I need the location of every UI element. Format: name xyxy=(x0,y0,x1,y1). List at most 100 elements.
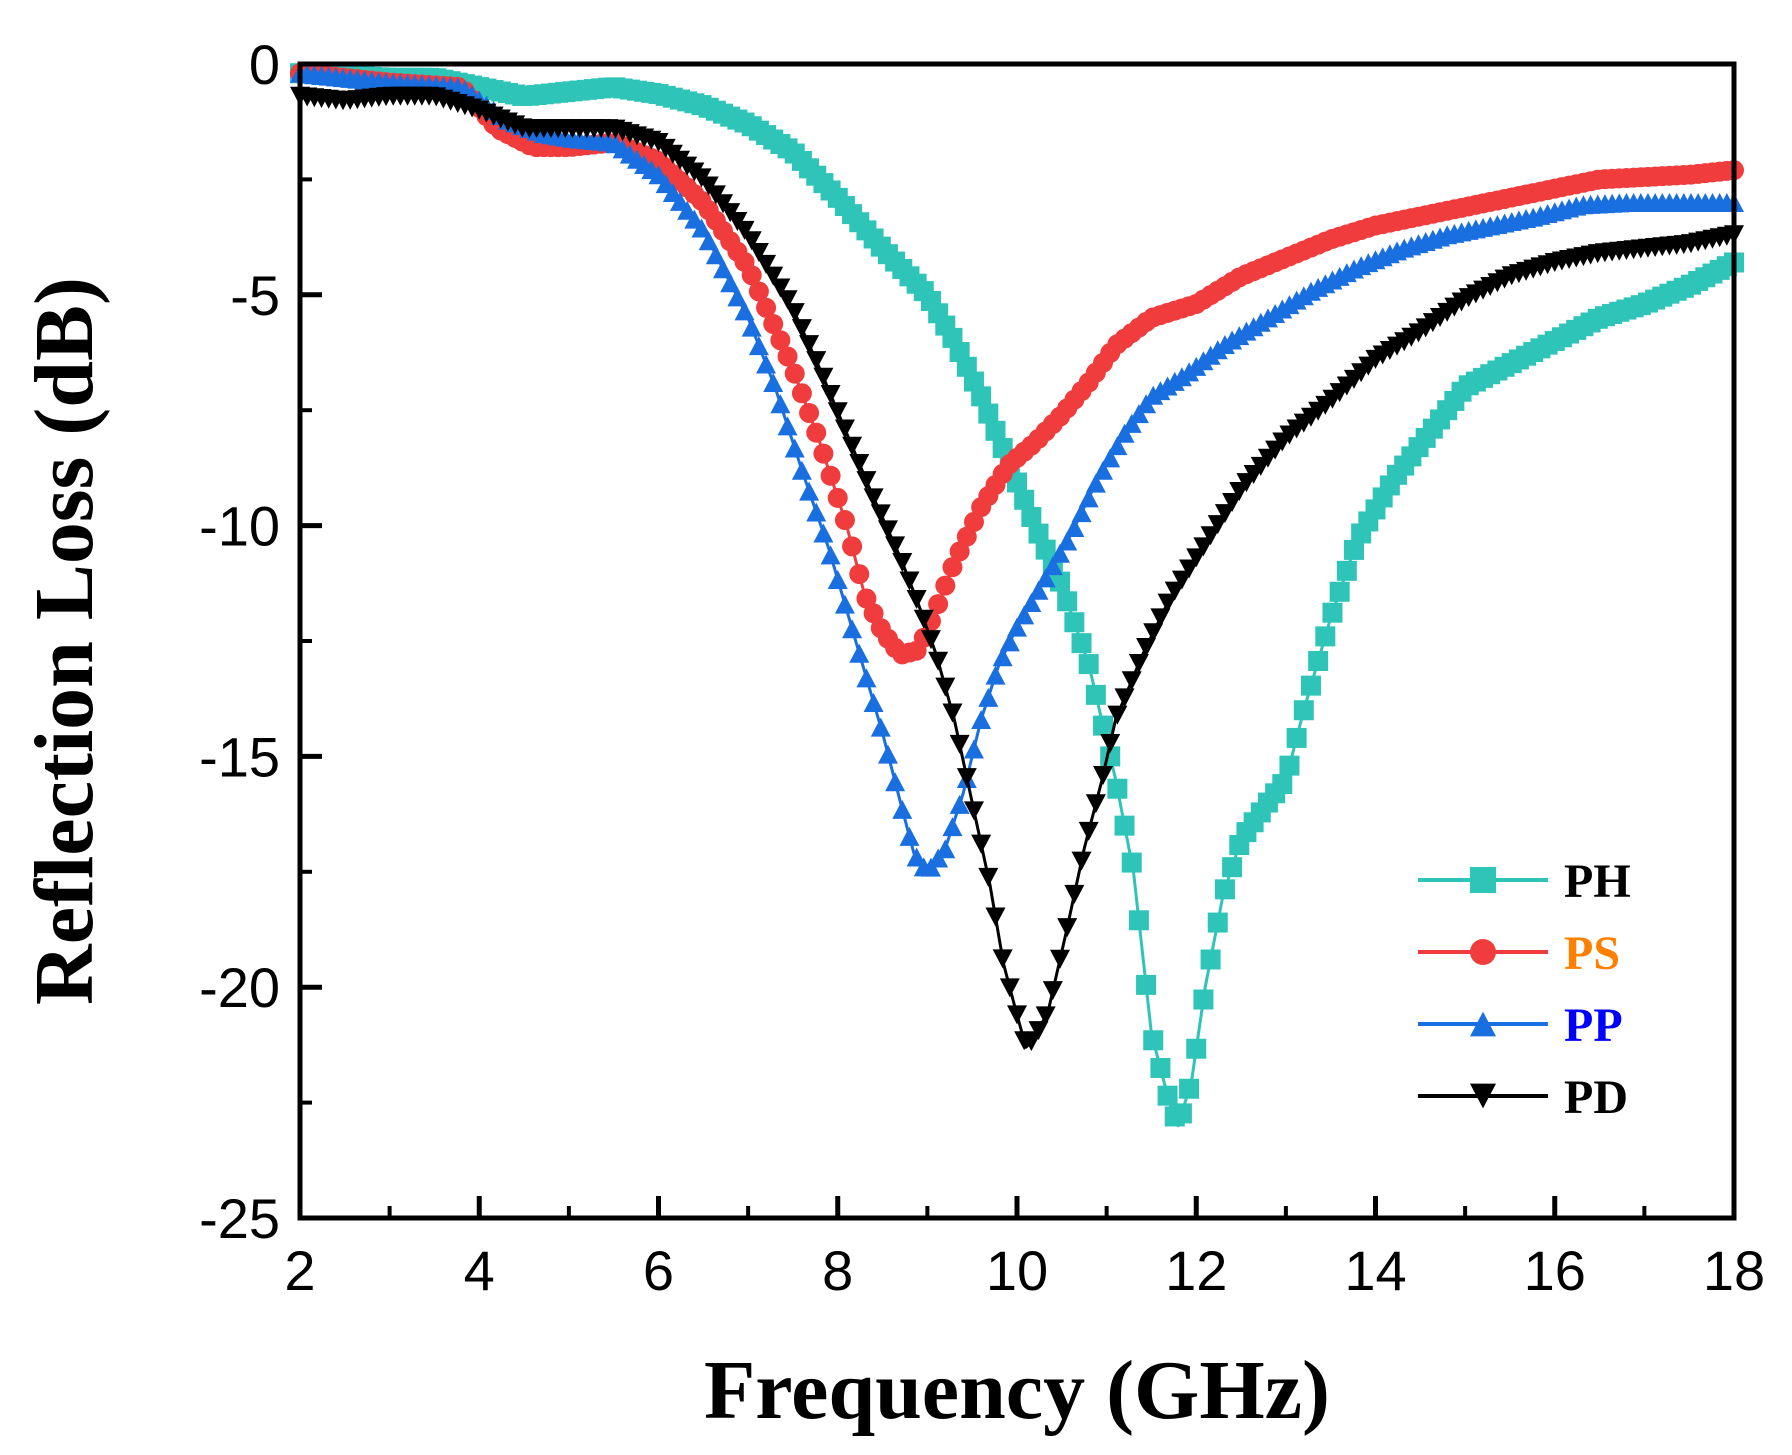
data-point-pd xyxy=(1085,794,1106,814)
data-point-pd xyxy=(1157,593,1178,613)
y-tick-label: -10 xyxy=(199,495,280,558)
data-point-ph xyxy=(1028,523,1049,544)
data-point-ph xyxy=(1136,974,1157,995)
x-axis-title: Frequency (GHz) xyxy=(704,1344,1330,1437)
data-point-pp xyxy=(770,394,791,414)
legend-marker xyxy=(1470,1011,1496,1037)
x-tick-label: 6 xyxy=(643,1239,674,1302)
data-point-ph xyxy=(1121,852,1142,873)
data-point-ps xyxy=(791,383,812,404)
data-point-pp xyxy=(1057,531,1078,551)
data-point-pd xyxy=(1021,1032,1042,1052)
y-tick-label: -25 xyxy=(199,1187,280,1250)
data-point-pd xyxy=(863,488,884,508)
data-point-pd xyxy=(756,254,777,274)
data-point-ph xyxy=(1329,581,1350,602)
data-point-pd xyxy=(920,630,941,650)
data-point-ph xyxy=(1315,626,1336,647)
data-point-pp xyxy=(1050,543,1071,563)
y-tick-label: 0 xyxy=(249,33,280,96)
data-point-ps xyxy=(756,297,777,318)
y-axis-title: Reflection Loss (dB) xyxy=(18,277,111,1005)
legend-entry-pd: PD xyxy=(1418,1071,1628,1124)
data-point-pd xyxy=(770,278,791,298)
data-point-ps xyxy=(763,313,784,334)
data-point-pd xyxy=(877,520,898,540)
data-point-pd xyxy=(935,677,956,697)
data-point-pp xyxy=(1121,413,1142,433)
data-point-ph xyxy=(1179,1078,1200,1099)
data-point-pp xyxy=(1107,436,1128,456)
data-point-pd xyxy=(1150,608,1171,628)
data-point-ph xyxy=(978,403,999,424)
data-point-ps xyxy=(827,487,848,508)
data-point-pp xyxy=(777,416,798,436)
data-point-pp xyxy=(963,739,984,759)
data-point-pd xyxy=(1222,493,1243,513)
data-point-ph xyxy=(1308,651,1329,672)
data-point-pp xyxy=(799,481,820,501)
data-point-pd xyxy=(1164,581,1185,601)
data-point-pp xyxy=(713,259,734,279)
data-point-pp xyxy=(763,373,784,393)
data-point-pd xyxy=(1050,949,1071,969)
x-tick-label: 10 xyxy=(986,1239,1048,1302)
data-point-pp xyxy=(741,317,762,337)
data-point-pp xyxy=(949,794,970,814)
data-point-ps xyxy=(849,564,870,585)
data-point-ph xyxy=(1035,539,1056,560)
data-point-ps xyxy=(799,402,820,423)
data-point-ps xyxy=(856,588,877,609)
data-point-pd xyxy=(985,907,1006,927)
data-point-pd xyxy=(1107,705,1128,725)
ticks-layer xyxy=(297,61,1737,1221)
data-point-pp xyxy=(870,717,891,737)
data-point-pp xyxy=(978,687,999,707)
data-point-pd xyxy=(748,243,769,263)
data-point-ps xyxy=(770,330,791,351)
data-point-pd xyxy=(1128,653,1149,673)
data-point-ps xyxy=(956,526,977,547)
data-point-ps xyxy=(834,510,855,531)
data-point-pp xyxy=(1042,556,1063,576)
data-point-ph xyxy=(1150,1057,1171,1078)
data-point-ps xyxy=(942,557,963,578)
data-point-pp xyxy=(877,744,898,764)
legend-label: PP xyxy=(1564,999,1623,1052)
data-point-pd xyxy=(842,436,863,456)
data-point-pd xyxy=(892,553,913,573)
data-point-pp xyxy=(842,619,863,639)
data-point-pp xyxy=(1064,517,1085,537)
data-point-pd xyxy=(813,367,834,387)
data-point-ph xyxy=(971,386,992,407)
data-point-pp xyxy=(691,218,712,238)
data-point-ps xyxy=(777,346,798,367)
data-point-pd xyxy=(791,319,812,339)
data-point-ph xyxy=(1171,1103,1192,1124)
data-point-ph xyxy=(1300,675,1321,696)
data-point-pd xyxy=(777,290,798,310)
data-point-ph xyxy=(1078,654,1099,675)
data-point-pd xyxy=(971,834,992,854)
series-line-pd xyxy=(299,94,1735,1049)
data-point-pd xyxy=(834,419,855,439)
data-point-ph xyxy=(1071,633,1092,654)
legend: PH PS PP PD xyxy=(1418,855,1631,1124)
data-point-pp xyxy=(784,438,805,458)
data-point-ph xyxy=(1222,857,1243,878)
data-point-pp xyxy=(720,273,741,293)
legend-label: PD xyxy=(1564,1071,1628,1124)
data-point-ph xyxy=(1343,539,1364,560)
data-point-ph xyxy=(1322,602,1343,623)
data-point-pp xyxy=(1014,605,1035,625)
data-point-ps xyxy=(784,363,805,384)
legend-label: PH xyxy=(1564,855,1631,908)
data-point-ps xyxy=(842,536,863,557)
data-point-ph xyxy=(1143,1030,1164,1051)
data-point-ps xyxy=(813,443,834,464)
data-point-ph xyxy=(1286,727,1307,748)
data-point-ps xyxy=(863,603,884,624)
data-point-pd xyxy=(992,949,1013,969)
data-point-ps xyxy=(963,511,984,532)
data-point-pd xyxy=(949,734,970,754)
